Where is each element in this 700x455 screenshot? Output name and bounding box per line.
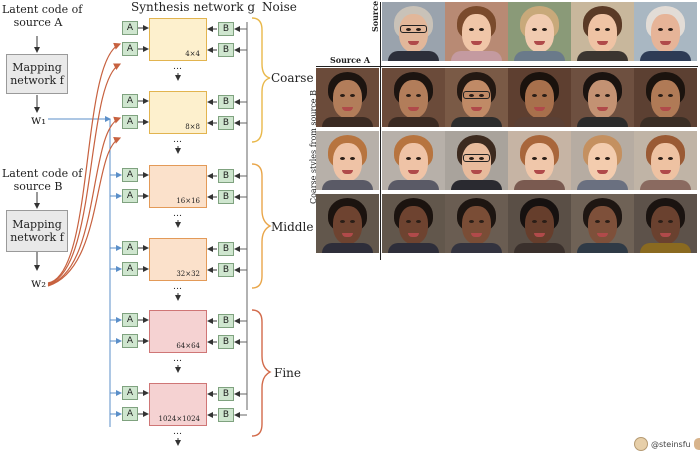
watermark-cat-icon (693, 438, 700, 450)
noise-scale-b: B (218, 43, 234, 57)
style-affine-a: A (122, 189, 138, 203)
style-affine-a: A (122, 21, 138, 35)
resolution-label: 32×32 (176, 270, 200, 278)
watermark-avatar-icon (634, 437, 648, 451)
w2-arrow-3 (47, 116, 122, 286)
ellipsis: … (173, 209, 182, 219)
watermark: @steinsfu (634, 437, 700, 451)
style-affine-a: A (122, 262, 138, 276)
source-b-face-4 (571, 2, 634, 61)
mapping-network-a: Mapping network f (6, 54, 68, 94)
synthesis-block-2: 8×8 (149, 91, 207, 134)
resolution-label: 16×16 (176, 197, 200, 205)
synthesis-block-4: 32×32 (149, 238, 207, 281)
ellipsis: … (173, 354, 182, 364)
noise-scale-b: B (218, 95, 234, 109)
latent-b-label: Latent code of source B (2, 167, 83, 193)
mixed-face-2-4 (571, 131, 634, 190)
brace-middle (251, 163, 272, 289)
mixed-face-2-1 (382, 131, 445, 190)
noise-scale-b: B (218, 22, 234, 36)
source-b-label: Source B (370, 0, 380, 32)
mixed-face-3-5 (634, 194, 697, 253)
noise-scale-b: B (218, 314, 234, 328)
style-mixing-grid: Source A Source B Coarse styles from sou… (309, 0, 698, 260)
noise-scale-b: B (218, 116, 234, 130)
noise-scale-b: B (218, 169, 234, 183)
style-affine-a: A (122, 168, 138, 182)
grid-row-divider (316, 66, 698, 67)
synthesis-block-1: 4×4 (149, 18, 207, 61)
style-affine-a: A (122, 386, 138, 400)
ellipsis: … (173, 427, 182, 437)
noise-scale-b: B (218, 408, 234, 422)
style-affine-a: A (122, 241, 138, 255)
synthesis-block-5: 64×64 (149, 310, 207, 353)
noise-scale-b: B (218, 387, 234, 401)
noise-scale-b: B (218, 335, 234, 349)
style-affine-a: A (122, 115, 138, 129)
mixed-face-1-1 (382, 68, 445, 127)
source-a-face-1 (316, 68, 379, 127)
noise-scale-b: B (218, 263, 234, 277)
source-b-face-3 (508, 2, 571, 61)
brace-fine (251, 309, 272, 437)
ellipsis: … (173, 282, 182, 292)
source-b-face-1 (382, 2, 445, 61)
ellipsis: … (173, 135, 182, 145)
group-coarse: Coarse (271, 71, 314, 85)
grid-col-divider (380, 2, 381, 260)
style-affine-a: A (122, 407, 138, 421)
synthesis-network-title: Synthesis network g (131, 0, 256, 14)
mapping-network-b: Mapping network f (6, 210, 68, 252)
w2-arrow-1 (47, 42, 122, 284)
noise-title: Noise (262, 0, 297, 14)
w1-label: w₁ (31, 113, 47, 127)
mixed-face-2-2 (445, 131, 508, 190)
mixed-face-1-2 (445, 68, 508, 127)
w2-arrow-4 (47, 137, 122, 287)
synthesis-block-3: 16×16 (149, 165, 207, 208)
mixed-face-3-2 (445, 194, 508, 253)
noise-scale-b: B (218, 242, 234, 256)
brace-coarse (251, 17, 271, 143)
source-a-face-3 (316, 194, 379, 253)
source-b-face-2 (445, 2, 508, 61)
resolution-label: 64×64 (176, 342, 200, 350)
w2-arrow-2 (47, 63, 122, 285)
mixed-face-3-4 (571, 194, 634, 253)
source-a-label: Source A (330, 55, 371, 65)
group-fine: Fine (274, 366, 301, 380)
mixed-face-1-5 (634, 68, 697, 127)
source-a-face-2 (316, 131, 379, 190)
latent-a-label: Latent code of source A (2, 3, 83, 29)
style-affine-a: A (122, 94, 138, 108)
style-affine-a: A (122, 42, 138, 56)
synthesis-block-6: 1024×1024 (149, 383, 207, 426)
mixed-face-1-3 (508, 68, 571, 127)
mixed-face-1-4 (571, 68, 634, 127)
group-middle: Middle (271, 220, 314, 234)
mixed-face-2-3 (508, 131, 571, 190)
watermark-text: @steinsfu (651, 439, 691, 449)
noise-scale-b: B (218, 190, 234, 204)
w2-label: w₂ (31, 276, 47, 290)
resolution-label: 1024×1024 (158, 415, 201, 423)
style-affine-a: A (122, 313, 138, 327)
resolution-label: 8×8 (185, 123, 200, 131)
resolution-label: 4×4 (185, 50, 200, 58)
mixed-face-3-1 (382, 194, 445, 253)
style-affine-a: A (122, 334, 138, 348)
mixed-face-2-5 (634, 131, 697, 190)
ellipsis: … (173, 62, 182, 72)
mixed-face-3-3 (508, 194, 571, 253)
source-b-face-5 (634, 2, 697, 61)
